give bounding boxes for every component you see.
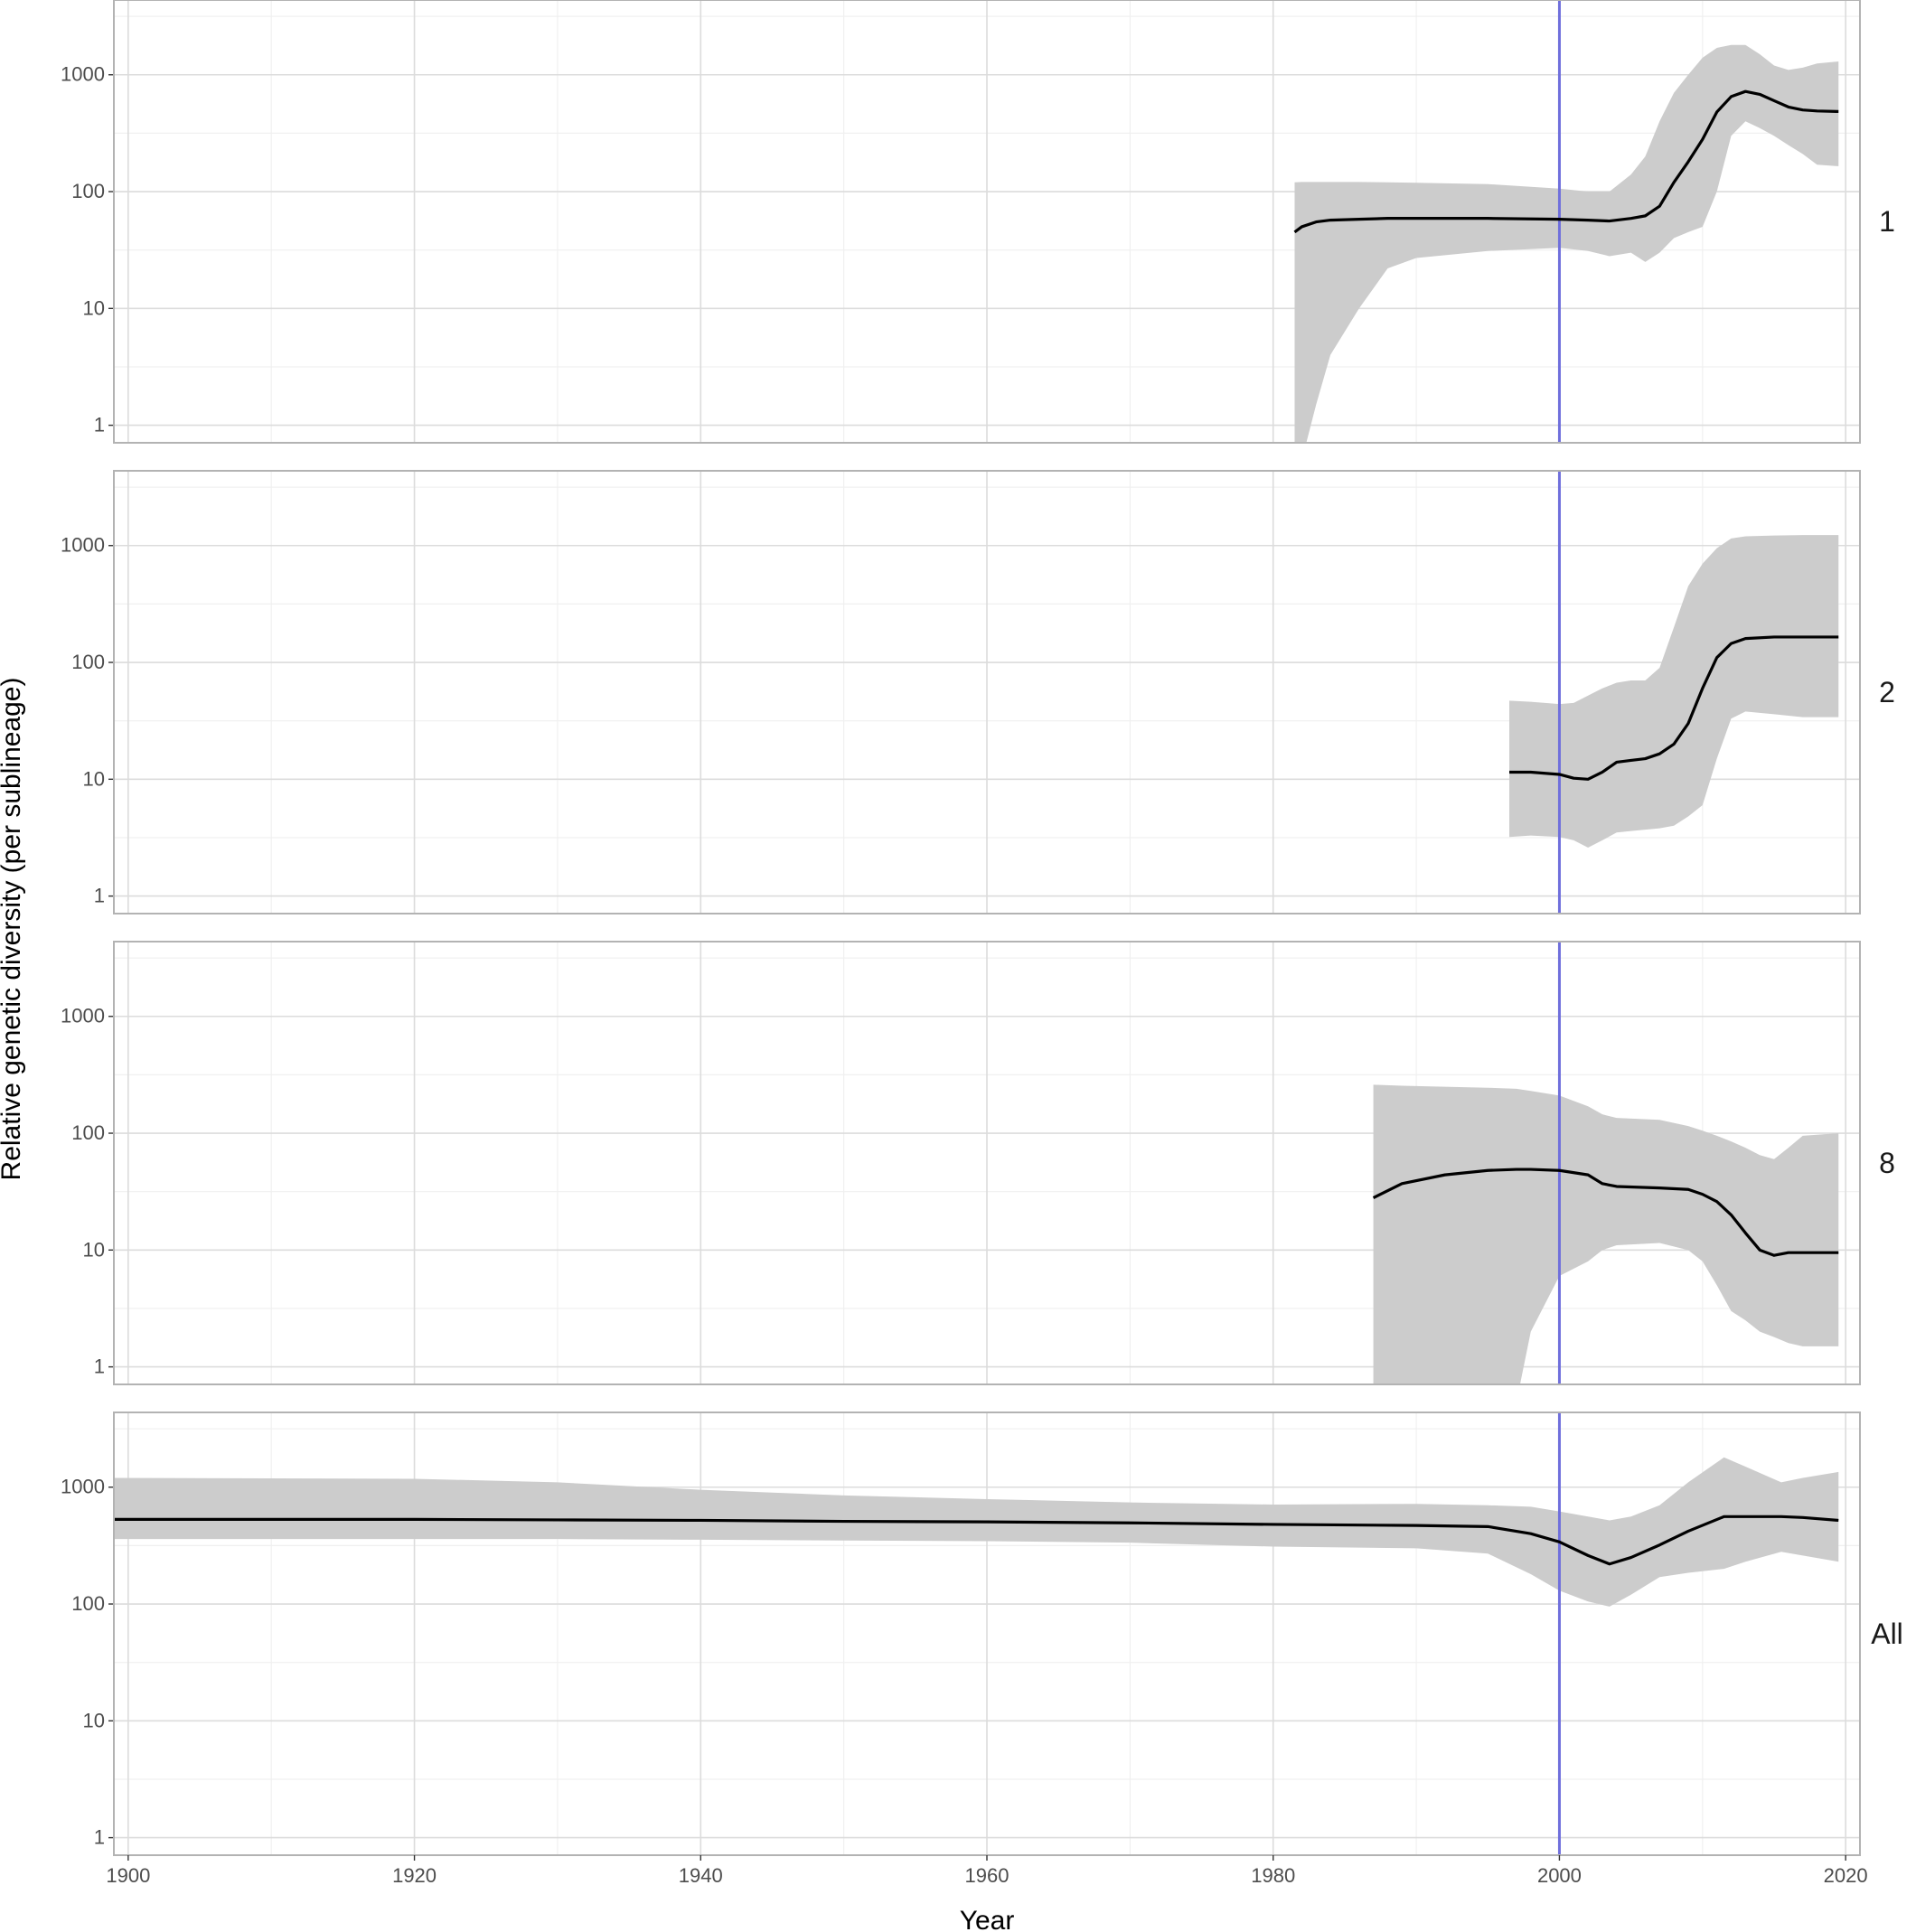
confidence-band [1509,535,1839,848]
facet-label: 2 [1879,676,1895,708]
confidence-band [1373,1084,1839,1384]
y-tick-label: 1 [94,1355,105,1378]
panel-border [113,470,1861,914]
x-tick-label: 1900 [106,1864,150,1887]
y-tick-label: 1000 [61,534,105,557]
y-tick-label: 10 [83,1709,105,1731]
y-tick-label: 1000 [61,1476,105,1498]
y-tick-label: 1 [94,885,105,907]
facet-label: All [1871,1618,1903,1650]
facet-label: 8 [1879,1147,1895,1179]
y-tick-label: 1 [94,414,105,436]
median-line [114,1515,1839,1566]
y-tick-label: 100 [71,651,105,673]
facet-label: 1 [1879,205,1895,238]
y-tick-label: 100 [71,180,105,202]
x-tick-label: 1980 [1251,1864,1295,1887]
y-axis-title: Relative genetic diversity (per sublinea… [0,678,26,1181]
panel-8: 1 10 100 1000 8 [61,941,1895,1385]
x-tick-label: 1940 [679,1864,723,1887]
x-tick-label: 2000 [1537,1864,1582,1887]
panel-2: 1 10 100 1000 2 [61,470,1895,914]
y-tick-label: 1 [94,1826,105,1849]
x-tick-label: 1920 [392,1864,437,1887]
x-tick-label: 1960 [965,1864,1010,1887]
y-tick-label: 1000 [61,63,105,86]
y-tick-label: 10 [83,767,105,790]
y-tick-label: 10 [83,1238,105,1261]
panel-border [113,941,1861,1385]
median-line [1372,1168,1839,1257]
confidence-band [1294,44,1839,443]
x-tick-label: 2020 [1824,1864,1868,1887]
y-tick-label: 10 [83,296,105,319]
confidence-band [114,1457,1839,1607]
panel-all: 1 10 100 1000 All 1900 1920 1940 1960 1980 2000 202… [61,1411,1903,1887]
y-tick-label: 100 [71,1592,105,1615]
x-axis-title: Year [960,1906,1015,1932]
y-tick-label: 1000 [61,1005,105,1027]
panel-1: 1 10 100 1000 1 [61,0,1895,444]
panels: 1101001000111010010002110100100081101001… [61,0,1903,1887]
y-tick-label: 100 [71,1121,105,1144]
panel-border [113,0,1861,444]
median-line [1293,89,1839,234]
median-line [1509,635,1839,781]
